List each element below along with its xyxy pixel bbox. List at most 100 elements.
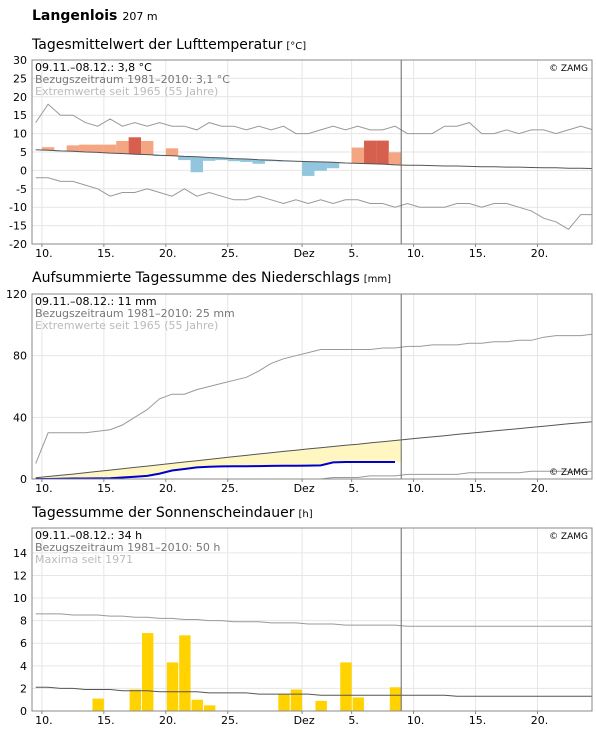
deficit-area: [129, 467, 142, 476]
info-text: Extremwerte seit 1965 (55 Jahre): [35, 319, 218, 332]
x-tick-label: 20.: [531, 482, 549, 495]
deficit-area: [228, 457, 241, 467]
chart-title: Aufsummierte Tagessumme des Niederschlag…: [32, 270, 391, 286]
deviation-bar: [129, 137, 141, 154]
deviation-bar: [376, 141, 388, 165]
info-text: Extremwerte seit 1965 (55 Jahre): [35, 85, 218, 98]
deviation-bar: [141, 141, 153, 155]
y-tick-label: 6: [20, 637, 27, 650]
y-tick-label: 10: [13, 592, 27, 605]
x-tick-label: 25.: [221, 714, 239, 727]
deviation-bar: [314, 162, 326, 171]
deficit-area: [314, 448, 327, 466]
x-tick-label: 25.: [221, 482, 239, 495]
x-tick-label: 5.: [348, 482, 359, 495]
credit: © ZAMG: [549, 468, 588, 478]
bar: [179, 635, 190, 711]
bar: [167, 662, 178, 711]
y-tick-label: -5: [16, 183, 27, 196]
y-tick-label: 14: [13, 547, 27, 560]
deficit-area: [364, 443, 377, 462]
station-name: Langenlois: [32, 8, 117, 24]
x-tick-label: 15.: [97, 247, 115, 260]
y-tick-label: -15: [9, 220, 27, 233]
x-tick-label: 10.: [35, 247, 53, 260]
x-tick-label: 10.: [407, 714, 425, 727]
deviation-bar: [116, 141, 128, 154]
x-tick-label: 15.: [97, 482, 115, 495]
x-tick-label: 15.: [469, 247, 487, 260]
deficit-area: [277, 451, 290, 465]
x-tick-label: Dez: [294, 482, 315, 495]
x-tick-label: 15.: [469, 714, 487, 727]
bar: [340, 662, 351, 711]
deviation-bar: [352, 148, 364, 164]
deficit-area: [215, 458, 228, 466]
x-tick-label: 20.: [159, 714, 177, 727]
y-tick-label: 0: [20, 705, 27, 718]
deviation-bar: [166, 148, 178, 155]
x-tick-label: 10.: [35, 482, 53, 495]
x-tick-label: 20.: [531, 247, 549, 260]
deviation-bar: [302, 162, 314, 176]
y-tick-label: 80: [13, 350, 27, 363]
deviation-bar: [104, 145, 116, 153]
x-tick-label: 20.: [159, 482, 177, 495]
station-header: Langenlois 207 m: [32, 8, 158, 24]
x-tick-label: 5.: [348, 714, 359, 727]
x-tick-label: 10.: [407, 247, 425, 260]
deviation-bar: [67, 145, 79, 151]
y-tick-label: 0: [20, 473, 27, 486]
y-tick-label: 5: [20, 146, 27, 159]
x-tick-label: 10.: [35, 714, 53, 727]
chart-unit: [mm]: [364, 274, 391, 285]
y-tick-label: 15: [13, 109, 27, 122]
chart-unit: [°C]: [286, 41, 306, 52]
y-tick-label: 10: [13, 128, 27, 141]
deficit-area: [265, 453, 278, 466]
chart-title-text: Tagessumme der Sonnenscheindauer: [31, 505, 295, 521]
bar: [204, 705, 215, 711]
chart-title-text: Aufsummierte Tagessumme des Niederschlag…: [32, 270, 360, 286]
x-tick-label: 25.: [221, 247, 239, 260]
y-tick-label: 25: [13, 72, 27, 85]
station-altitude: 207 m: [122, 10, 157, 23]
y-tick-label: 40: [13, 411, 27, 424]
deviation-bar: [91, 145, 103, 153]
credit: © ZAMG: [549, 64, 588, 74]
deficit-area: [302, 449, 315, 466]
bar: [192, 700, 203, 711]
chart-title: Tagesmittelwert der Lufttemperatur[°C]: [31, 37, 306, 53]
bar: [390, 687, 401, 711]
bar: [278, 694, 289, 711]
deficit-area: [327, 446, 340, 462]
deficit-area: [376, 442, 389, 462]
chart-title: Tagessumme der Sonnenscheindauer[h]: [31, 505, 313, 521]
y-tick-label: 20: [13, 91, 27, 104]
deficit-area: [339, 445, 352, 462]
x-tick-label: 15.: [469, 482, 487, 495]
y-tick-label: 8: [20, 615, 27, 628]
credit: © ZAMG: [549, 532, 588, 542]
y-tick-label: 12: [13, 569, 27, 582]
y-tick-label: 2: [20, 682, 27, 695]
x-tick-label: 15.: [97, 714, 115, 727]
deviation-bar: [79, 145, 91, 152]
deficit-area: [389, 440, 402, 462]
deficit-area: [253, 454, 266, 466]
y-tick-label: -20: [9, 238, 27, 251]
x-tick-label: 20.: [531, 714, 549, 727]
x-tick-label: 5.: [348, 247, 359, 260]
deviation-bar: [364, 141, 376, 164]
chart-unit: [h]: [298, 509, 312, 520]
deficit-area: [116, 469, 129, 478]
deficit-area: [240, 455, 253, 466]
bar: [130, 690, 141, 711]
y-tick-label: 120: [6, 288, 27, 301]
bar: [353, 697, 364, 711]
x-tick-label: 20.: [159, 247, 177, 260]
x-tick-label: Dez: [294, 714, 315, 727]
deficit-area: [352, 444, 365, 462]
bar: [291, 690, 302, 711]
x-tick-label: Dez: [294, 247, 315, 260]
